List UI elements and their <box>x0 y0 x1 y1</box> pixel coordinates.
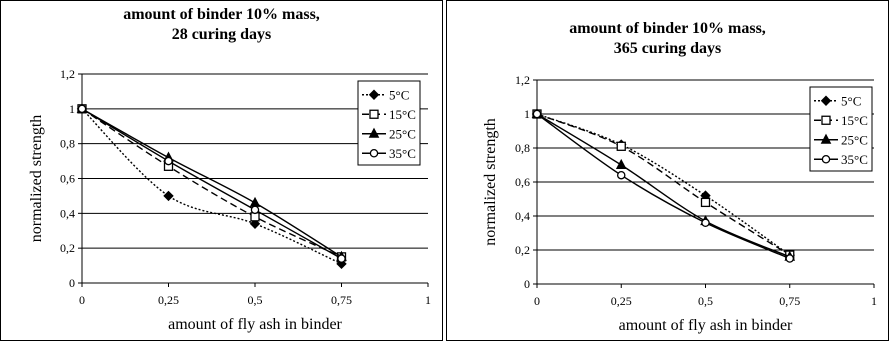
y-tick-label: 0 <box>524 277 530 291</box>
y-tick-label: 1,2 <box>60 67 75 81</box>
x-tick-label: 0,25 <box>611 294 632 308</box>
data-point-3 <box>616 170 626 180</box>
chart-canvas: 0 0,2 0,4 0,6 0,8 1 1,2 0 0,25 0,5 0,75 1 amount of … <box>28 67 431 333</box>
series-line-2 <box>81 108 342 258</box>
legend-marker <box>820 133 832 144</box>
x-axis-title: amount of fly ash in binder <box>619 317 793 334</box>
legend-label: 15°C <box>841 113 868 128</box>
x-tick-label: 0,5 <box>248 293 263 307</box>
data-point-3 <box>164 156 173 166</box>
chart-canvas: 0 0,2 0,4 0,6 0,8 1 1,2 0 0,25 0,5 0,75 1 amount of … <box>482 73 877 334</box>
data-point-1 <box>700 197 711 208</box>
series-line-0 <box>536 113 791 256</box>
series-line-1 <box>536 113 791 256</box>
x-tick-label: 0,75 <box>779 294 800 308</box>
series-line-3 <box>536 113 791 260</box>
series-line-2 <box>536 113 791 258</box>
x-tick-label: 0,75 <box>331 293 352 307</box>
legend-label: 5°C <box>389 87 409 102</box>
y-axis-title: normalized strength <box>482 118 499 246</box>
chart-panel-right: amount of binder 10% mass, 365 curing da… <box>446 0 889 341</box>
data-point-3 <box>77 104 87 114</box>
legend-label: 35°C <box>389 146 416 161</box>
chart-title-line-1: amount of binder 10% mass, <box>569 20 766 37</box>
y-tick-label: 0,6 <box>515 175 530 189</box>
series-line-3 <box>81 108 342 260</box>
legend-label: 25°C <box>389 126 416 141</box>
chart-title-line-2: 365 curing days <box>613 40 722 57</box>
legend-marker <box>368 127 380 138</box>
data-point-3 <box>250 205 260 215</box>
legend-marker <box>821 115 831 125</box>
data-point-2 <box>249 196 261 207</box>
y-tick-label: 0,6 <box>60 172 75 186</box>
chart-panel-left: amount of binder 10% mass, 28 curing day… <box>0 0 443 341</box>
x-tick-label: 1 <box>871 294 877 308</box>
chart-title: amount of binder 10% mass, 28 curing day… <box>1 5 442 45</box>
legend-label: 5°C <box>841 93 861 108</box>
legend-marker <box>369 148 379 158</box>
y-tick-label: 0,4 <box>60 206 75 220</box>
x-tick-label: 0 <box>534 294 540 308</box>
y-tick-label: 0 <box>69 276 75 290</box>
x-tick-label: 0,5 <box>698 294 713 308</box>
data-point-0 <box>249 218 261 229</box>
data-point-3 <box>337 254 346 263</box>
legend-marker <box>368 89 380 100</box>
legend-box <box>357 80 421 166</box>
legend-label: 35°C <box>841 152 868 167</box>
x-tick-label: 1 <box>425 293 431 307</box>
series-line-1 <box>81 108 342 258</box>
y-tick-label: 0,8 <box>515 141 530 155</box>
y-tick-label: 0,4 <box>515 209 530 223</box>
y-tick-label: 0,8 <box>60 137 75 151</box>
legend-label: 25°C <box>841 132 868 147</box>
y-tick-label: 1,2 <box>515 73 530 87</box>
data-point-3 <box>532 109 542 119</box>
data-point-2 <box>615 158 627 169</box>
series-line-0 <box>81 108 342 265</box>
y-tick-label: 1 <box>524 107 530 121</box>
y-tick-label: 1 <box>69 102 75 116</box>
data-point-1 <box>616 141 626 151</box>
legend-label: 15°C <box>389 107 416 122</box>
legend-marker <box>369 109 379 119</box>
x-tick-label: 0,25 <box>158 293 179 307</box>
chart-title-line-1: amount of binder 10% mass, <box>123 6 320 23</box>
data-point-3 <box>785 254 794 263</box>
legend-marker <box>821 154 831 164</box>
y-tick-label: 0,2 <box>515 243 530 257</box>
data-point-0 <box>163 190 174 202</box>
chart-title: amount of binder 10% mass, 365 curing da… <box>447 19 888 59</box>
data-point-3 <box>701 218 710 228</box>
x-tick-label: 0 <box>79 293 85 307</box>
chart-title-line-2: 28 curing days <box>171 26 272 43</box>
legend-marker <box>820 95 832 106</box>
y-axis-title: normalized strength <box>28 115 45 243</box>
y-tick-label: 0,2 <box>60 241 75 255</box>
legend-box <box>809 86 873 172</box>
x-axis-title: amount of fly ash in binder <box>168 316 342 333</box>
